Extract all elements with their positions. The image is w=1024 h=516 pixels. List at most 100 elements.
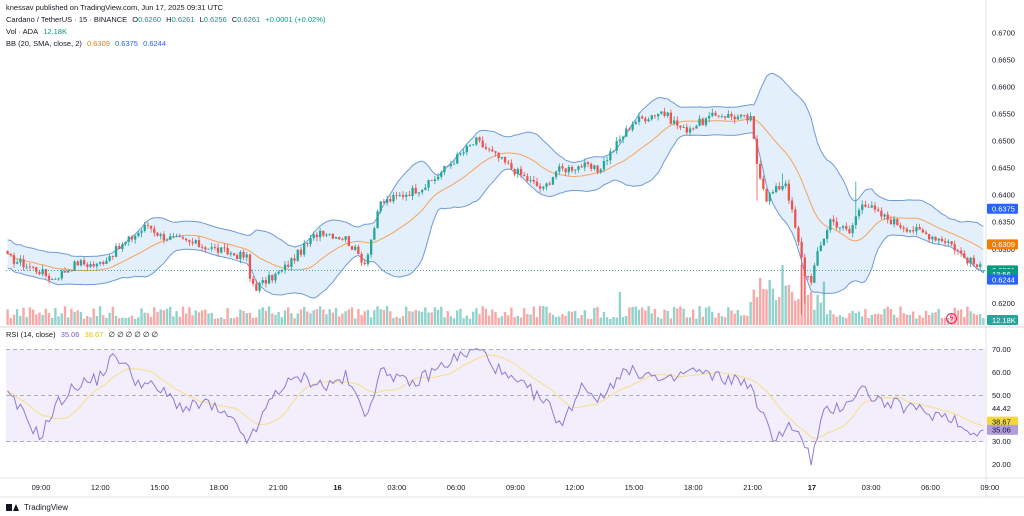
candle-body [736, 116, 739, 120]
candle-body [720, 116, 724, 118]
volume-bar [283, 310, 287, 325]
lightning-icon[interactable]: ϟ [946, 313, 957, 324]
candle-body [28, 266, 32, 268]
volume-bar [430, 312, 433, 325]
volume-bar [264, 310, 268, 325]
volume-bar [54, 307, 57, 325]
volume-bar [918, 315, 921, 325]
candle-body [322, 230, 325, 236]
legend-bollinger[interactable]: BB (20, SMA, close, 2) 0.6309 0.6375 0.6… [6, 39, 169, 48]
volume-bar [526, 314, 529, 325]
volume-bar [28, 307, 32, 325]
candle-body [535, 181, 539, 187]
volume-bar [794, 300, 797, 325]
volume-bar [318, 306, 322, 325]
candle-body [714, 112, 717, 116]
volume-bar [861, 316, 864, 325]
candle-body [905, 228, 908, 232]
candle-body [204, 247, 207, 250]
price-badge [987, 274, 1018, 285]
volume-bar [347, 309, 350, 325]
candle-body [727, 114, 730, 118]
ohlc-open: 0.6260 [138, 15, 162, 24]
volume-bar [723, 317, 727, 325]
volume-bar [277, 312, 280, 325]
volume-bar [628, 307, 631, 325]
volume-bar [682, 308, 685, 325]
volume-bar [385, 306, 389, 325]
candle-body [280, 269, 283, 272]
volume-bar [625, 316, 628, 325]
volume-bar [513, 317, 516, 325]
candle-body [711, 112, 714, 116]
volume-bar [762, 289, 765, 325]
candle-body [169, 236, 172, 240]
volume-bar [692, 309, 695, 325]
candle-body [229, 253, 232, 255]
volume-bar [191, 315, 194, 325]
footer-brand[interactable]: TradingView [6, 503, 68, 512]
volume-bar [602, 312, 606, 325]
volume-bar [405, 306, 408, 325]
candle-body [213, 247, 216, 248]
volume-bar [446, 311, 449, 325]
candle-body [497, 152, 500, 159]
volume-bar [395, 316, 398, 325]
candle-body [38, 271, 41, 275]
candle-body [130, 236, 134, 240]
volume-bar [140, 308, 143, 325]
candle-body [408, 194, 411, 196]
candle-body [245, 254, 248, 258]
legend-rsi[interactable]: RSI (14, close) 35.06 38.67 ∅ ∅ ∅ ∅ ∅ ∅ [6, 330, 161, 339]
candle-body [360, 254, 363, 263]
volume-bar [896, 317, 899, 325]
candle-body [315, 234, 319, 238]
volume-bar [456, 310, 459, 325]
volume-bar [637, 309, 641, 325]
candle-body [500, 156, 503, 159]
volume-bar [41, 314, 44, 325]
candle-body [51, 279, 54, 280]
candle-body [851, 225, 854, 234]
volume-bar [590, 318, 593, 325]
volume-bar [70, 308, 73, 325]
candle-body [156, 232, 159, 236]
candle-body [267, 274, 271, 284]
volume-bar [870, 315, 873, 325]
candle-body [969, 257, 972, 264]
candle-body [545, 183, 548, 187]
volume-bar [363, 311, 366, 325]
candle-body [283, 264, 287, 270]
volume-bar [679, 306, 682, 325]
candle-body [373, 228, 376, 240]
volume-bar [188, 307, 191, 325]
volume-bar [810, 292, 813, 325]
volume-bar [210, 312, 213, 325]
candle-body [468, 145, 472, 147]
candle-body [271, 274, 274, 281]
volume-bar [889, 309, 893, 325]
candle-body [797, 227, 800, 242]
volume-bar [609, 318, 612, 325]
candle-body [398, 194, 401, 196]
volume-bar [580, 315, 583, 325]
candle-body [867, 206, 870, 208]
volume-bar [63, 306, 67, 325]
volume-bar [943, 317, 947, 325]
price-tick-label: 0.6200 [992, 299, 1015, 308]
candle-body [287, 264, 290, 267]
volume-bar [816, 294, 819, 325]
volume-bar [835, 316, 838, 325]
volume-bar [373, 310, 376, 325]
volume-bar [159, 309, 162, 325]
volume-bar [51, 317, 54, 325]
volume-bar [921, 317, 924, 325]
legend-volume[interactable]: Vol · ADA 12.18K [6, 27, 70, 36]
candle-body [704, 118, 708, 125]
volume-bar [567, 311, 570, 325]
symbol-name[interactable]: Cardano / TetherUS · 15 · BINANCE [6, 15, 128, 24]
price-badge-label: 0.6309 [992, 240, 1015, 249]
volume-bar [583, 310, 586, 325]
candle-body [303, 243, 306, 255]
